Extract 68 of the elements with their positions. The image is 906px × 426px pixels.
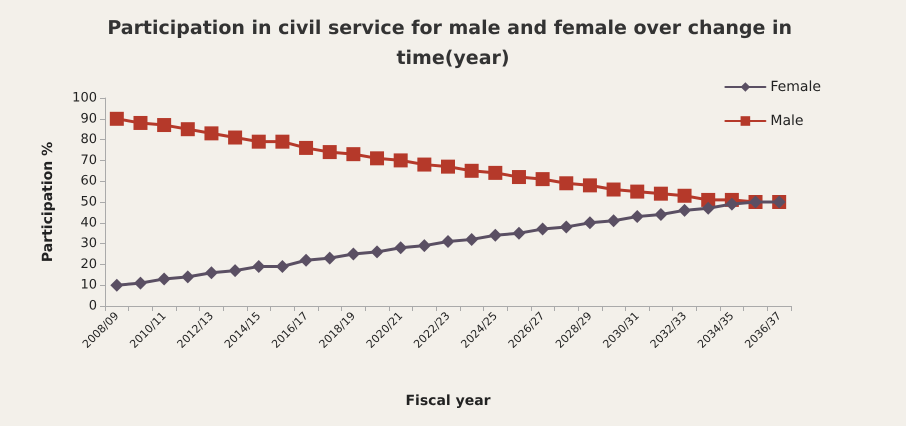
point <box>110 278 124 292</box>
point <box>630 184 644 199</box>
point <box>228 264 242 278</box>
point <box>181 270 194 284</box>
point <box>583 216 596 230</box>
point <box>606 182 621 197</box>
point <box>370 245 384 258</box>
point <box>204 266 218 280</box>
point <box>110 112 124 126</box>
y-tick-label: 40 <box>80 215 97 230</box>
point <box>582 178 597 192</box>
legend-label: Male <box>770 113 804 129</box>
y-axis-title: Participation % <box>40 142 56 262</box>
y-tick-label: 100 <box>72 90 97 106</box>
point <box>346 147 360 162</box>
point <box>134 276 147 290</box>
point <box>322 145 337 160</box>
point <box>536 222 550 236</box>
point <box>512 226 526 240</box>
point <box>133 116 148 130</box>
point <box>725 198 738 211</box>
point <box>488 228 502 242</box>
point <box>630 210 644 224</box>
point <box>299 140 314 155</box>
y-tick-label: 60 <box>80 174 97 189</box>
point <box>678 188 692 203</box>
point <box>417 158 432 172</box>
point <box>441 160 455 174</box>
y-tick-label: 10 <box>80 278 97 293</box>
point <box>418 239 431 252</box>
y-tick-label: 20 <box>80 256 97 272</box>
point <box>346 248 360 260</box>
point <box>276 260 289 273</box>
point <box>228 130 242 145</box>
point <box>370 151 384 166</box>
point <box>300 254 313 267</box>
point <box>512 170 526 184</box>
legend-label: Female <box>770 79 822 95</box>
point <box>702 202 715 215</box>
y-tick-label: 90 <box>80 111 97 126</box>
point <box>678 204 692 217</box>
chart-title: Participation in civil service for male and female over change in time(year) <box>107 17 799 69</box>
y-tick-label: 80 <box>80 132 97 148</box>
y-tick-label: 30 <box>80 236 97 252</box>
point <box>654 208 668 221</box>
point <box>180 122 195 136</box>
point <box>394 241 408 254</box>
y-tick-label: 0 <box>88 298 97 314</box>
point <box>252 134 266 149</box>
point <box>252 260 266 273</box>
point <box>654 186 668 201</box>
y-tick-label: 70 <box>80 152 97 168</box>
point <box>157 118 172 132</box>
point <box>607 214 620 228</box>
point <box>204 126 218 140</box>
point <box>394 153 408 168</box>
point <box>158 272 171 286</box>
point <box>465 232 478 246</box>
point <box>323 252 336 265</box>
x-axis-title: Fiscal year <box>405 393 491 409</box>
point <box>488 166 502 180</box>
point <box>559 176 574 190</box>
y-tick-label: 50 <box>80 194 97 210</box>
point <box>464 164 479 178</box>
point <box>275 134 290 149</box>
point <box>536 172 550 186</box>
point <box>442 235 454 248</box>
point <box>560 220 573 234</box>
